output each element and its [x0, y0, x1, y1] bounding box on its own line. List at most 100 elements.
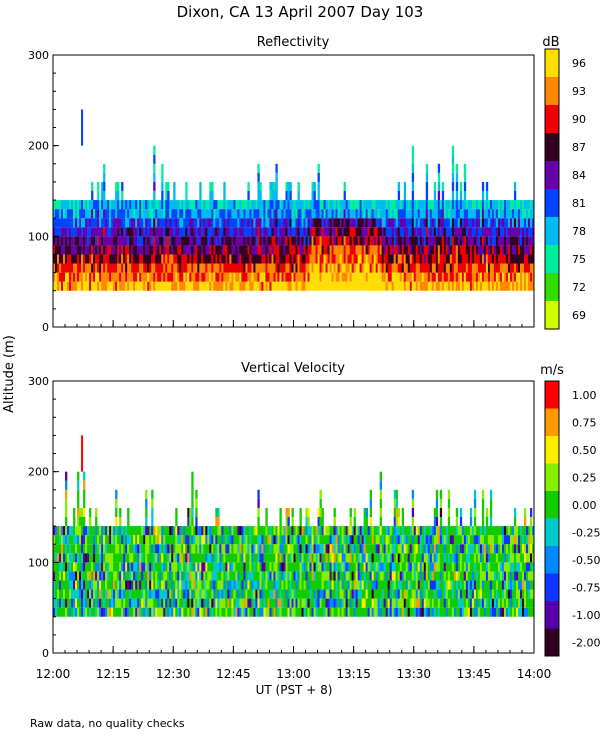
data-cell: [365, 571, 368, 581]
data-cell: [127, 589, 130, 599]
data-cell: [465, 263, 469, 273]
data-cell: [509, 245, 513, 255]
data-cell: [411, 227, 415, 237]
data-cell: [263, 562, 266, 572]
data-cell: [435, 281, 439, 291]
data-cell: [371, 209, 374, 219]
data-cell: [257, 272, 260, 282]
data-cell: [485, 553, 489, 563]
data-cell: [419, 254, 423, 264]
data-cell: [233, 200, 236, 210]
data-cell: [107, 200, 110, 210]
data-cell: [385, 227, 388, 237]
data-cell: [199, 598, 202, 608]
data-cell: [503, 236, 507, 246]
data-cell: [169, 562, 172, 572]
data-cell: [503, 200, 507, 210]
data-cell: [327, 263, 330, 273]
data-cell: [461, 236, 465, 246]
data-cell: [385, 272, 388, 282]
data-cell: [157, 571, 160, 581]
data-cell: [265, 209, 268, 219]
data-cell: [287, 227, 290, 237]
data-cell: [335, 218, 338, 228]
data-cell: [433, 191, 437, 201]
data-cell: [223, 553, 226, 563]
data-cell: [399, 535, 403, 545]
data-cell: [215, 245, 218, 255]
data-cell: [75, 236, 78, 246]
data-cell: [267, 544, 270, 554]
data-cell: [331, 553, 334, 563]
data-cell: [257, 181, 260, 191]
data-cell: [327, 200, 330, 210]
data-cell: [519, 281, 523, 291]
data-cell: [111, 263, 114, 273]
data-cell: [89, 507, 92, 517]
data-cell: [343, 272, 346, 282]
data-cell: [431, 245, 435, 255]
data-cell: [493, 607, 497, 617]
data-cell: [151, 218, 154, 228]
data-cell: [65, 272, 68, 282]
data-cell: [369, 589, 372, 599]
data-cell: [491, 254, 495, 264]
data-cell: [333, 263, 336, 273]
data-cell: [347, 263, 350, 273]
data-cell: [253, 254, 256, 264]
data-cell: [431, 607, 435, 617]
data-cell: [451, 154, 455, 164]
data-cell: [151, 571, 154, 581]
data-cell: [473, 589, 477, 599]
data-cell: [479, 535, 483, 545]
data-cell: [431, 272, 435, 282]
data-cell: [431, 598, 435, 608]
data-cell: [275, 272, 278, 282]
data-cell: [253, 553, 256, 563]
data-cell: [263, 200, 266, 210]
data-cell: [155, 200, 158, 210]
data-cell: [463, 607, 467, 617]
data-cell: [101, 562, 104, 572]
data-cell: [379, 498, 382, 508]
data-cell: [127, 507, 130, 517]
data-cell: [341, 535, 344, 545]
data-cell: [115, 507, 118, 517]
data-cell: [101, 236, 104, 246]
data-cell: [383, 607, 386, 617]
data-cell: [177, 218, 180, 228]
data-cell: [457, 544, 461, 554]
data-cell: [113, 607, 116, 617]
data-cell: [475, 272, 479, 282]
data-cell: [427, 553, 431, 563]
data-cell: [301, 200, 304, 210]
data-cell: [147, 598, 150, 608]
data-cell: [311, 200, 314, 210]
data-cell: [335, 580, 338, 590]
data-cell: [67, 598, 70, 608]
data-cell: [361, 544, 364, 554]
data-cell: [81, 535, 84, 545]
data-cell: [279, 544, 282, 554]
data-cell: [459, 517, 463, 527]
data-cell: [237, 227, 240, 237]
data-cell: [173, 209, 176, 219]
data-cell: [465, 272, 469, 282]
data-cell: [161, 598, 164, 608]
data-cell: [521, 281, 525, 291]
data-cell: [163, 245, 166, 255]
data-cell: [197, 607, 200, 617]
data-cell: [471, 571, 475, 581]
data-cell: [271, 181, 274, 191]
data-cell: [177, 263, 180, 273]
data-cell: [451, 145, 455, 155]
data-cell: [143, 245, 146, 255]
data-cell: [313, 181, 316, 191]
data-cell: [221, 535, 224, 545]
data-cell: [119, 580, 122, 590]
data-cell: [469, 544, 473, 554]
data-cell: [477, 526, 481, 536]
data-cell: [159, 272, 162, 282]
data-cell: [349, 281, 352, 291]
data-cell: [165, 589, 168, 599]
